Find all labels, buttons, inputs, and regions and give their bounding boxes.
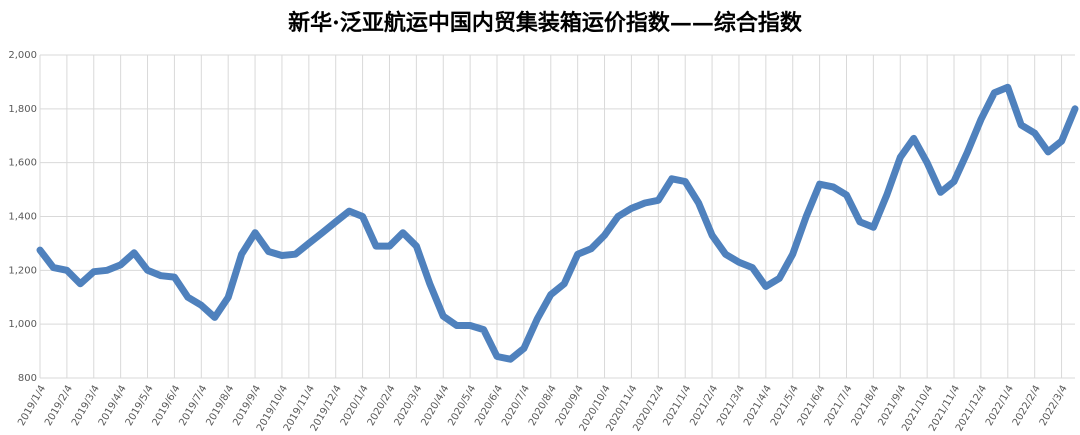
y-tick-label: 800 [18,373,37,384]
chart-title: 新华·泛亚航运中国内贸集装箱运价指数——综合指数 [288,10,803,36]
y-tick-label: 1,400 [8,212,37,223]
y-tick-label: 1,800 [8,104,37,115]
y-tick-label: 2,000 [8,50,37,61]
x-tick-label: 2022/3/4 [1038,384,1070,428]
y-tick-label: 1,000 [8,319,37,330]
line-series [36,83,1079,363]
y-tick-label: 1,600 [8,158,37,169]
y-tick-label: 1,200 [8,265,37,276]
